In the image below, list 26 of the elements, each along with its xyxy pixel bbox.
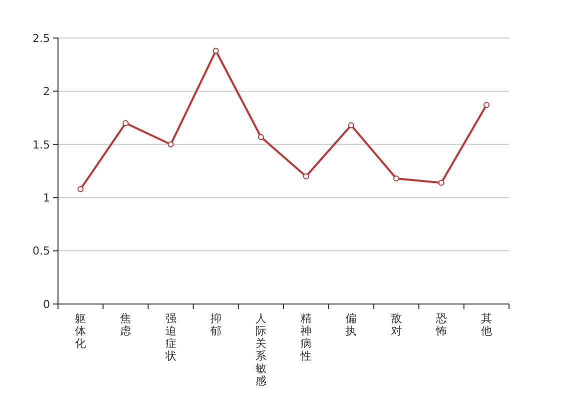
point [168,141,174,148]
point [483,102,490,108]
y-tick-label: 1 [43,191,50,204]
point [303,173,310,180]
point [212,48,219,54]
y-tick-label: 0.5 [32,244,50,258]
point [258,134,264,140]
x-tick-label: 敌对 [390,312,402,338]
x-tick-label: 躯体化 [75,312,86,350]
x-tick-label: 强迫症状 [164,312,176,362]
point [122,120,129,126]
x-tick-label: 恐怖 [434,312,447,338]
x-tick-label: 其他 [480,312,492,338]
y-tick-label: 1.5 [32,138,50,152]
point [393,175,400,182]
y-tick-label: 0 [43,298,50,311]
point [78,186,84,192]
x-tick-label: 精神病性 [300,312,312,362]
x-tick-label: 抑郁 [210,312,222,338]
y-tick-label: 2.5 [32,32,50,45]
x-tick-label: 偏执 [346,312,357,338]
y-tick-label: 2 [43,85,50,98]
point [348,122,354,128]
x-tick-label: 焦虑 [120,312,132,338]
x-tick-label: 人际关系敏感 [255,312,266,388]
point [438,180,444,186]
